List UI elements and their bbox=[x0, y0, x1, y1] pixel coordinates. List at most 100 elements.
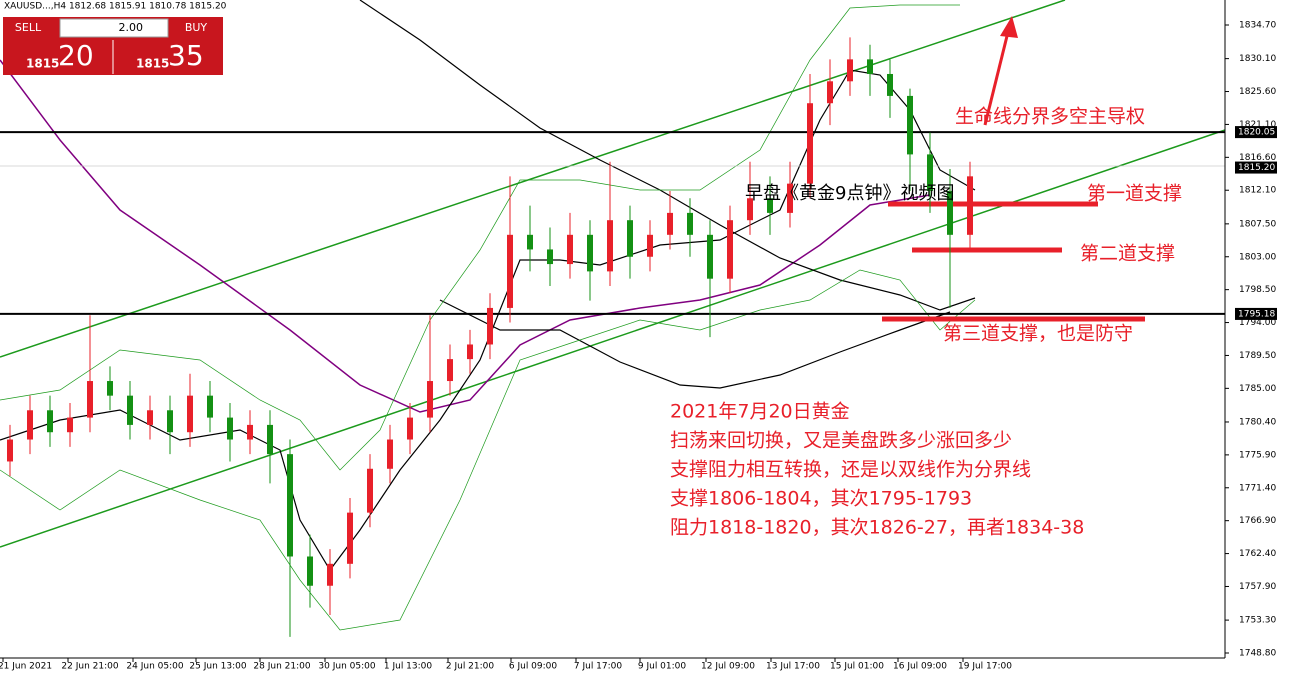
note: 扫荡来回切换，又是美盘跌多少涨回多少 bbox=[670, 430, 1012, 452]
x-tick-label: 15 Jul 01:00 bbox=[830, 662, 884, 672]
x-tick-label: 9 Jul 01:00 bbox=[638, 662, 687, 672]
x-tick-label: 6 Jul 09:00 bbox=[509, 662, 558, 672]
y-tick-label: 1753.30 bbox=[1239, 616, 1276, 626]
y-tick-label: 1785.00 bbox=[1239, 384, 1276, 394]
sell-button[interactable]: SELL bbox=[15, 21, 42, 34]
arrow bbox=[983, 31, 1010, 126]
candle-body bbox=[487, 307, 493, 345]
y-tick-label: 1812.10 bbox=[1239, 186, 1276, 196]
ask-small: 35 bbox=[168, 39, 204, 72]
price-label-bg bbox=[1235, 307, 1277, 320]
candle-body bbox=[187, 395, 193, 433]
x-tick-label: 1 Jul 13:00 bbox=[384, 662, 433, 672]
candle-body bbox=[827, 81, 833, 104]
x-tick-label: 13 Jul 17:00 bbox=[766, 662, 820, 672]
x-tick-label: 7 Jul 17:00 bbox=[574, 662, 623, 672]
candle-body bbox=[287, 454, 293, 557]
bid-big: 1815 bbox=[26, 57, 59, 71]
candle-body bbox=[327, 563, 333, 586]
note: 2021年7月20日黄金 bbox=[670, 401, 850, 423]
annotation: 第三道支撑，也是防守 bbox=[943, 323, 1133, 345]
y-tick-label: 1762.40 bbox=[1239, 549, 1276, 559]
current-price-label: 1815.20 bbox=[1238, 163, 1275, 173]
candle-body bbox=[507, 234, 513, 308]
bollinger-band bbox=[0, 4, 960, 471]
candle-body bbox=[687, 212, 693, 235]
buy-button[interactable]: BUY bbox=[185, 21, 208, 34]
lots[interactable]: 2.00 bbox=[119, 21, 144, 34]
y-tick-label: 1771.40 bbox=[1239, 483, 1276, 493]
candle-body bbox=[47, 410, 53, 433]
y-tick-label: 1794.00 bbox=[1239, 318, 1276, 328]
candle-body bbox=[447, 359, 453, 382]
candle-body bbox=[227, 417, 233, 440]
candle-body bbox=[767, 198, 773, 213]
candle-body bbox=[27, 410, 33, 440]
candle-body bbox=[247, 424, 253, 440]
candle-body bbox=[707, 234, 713, 279]
x-tick-label: 30 Jun 05:00 bbox=[318, 662, 375, 672]
lots-box[interactable] bbox=[59, 18, 169, 38]
candle-body bbox=[887, 73, 893, 96]
candle-body bbox=[307, 556, 313, 586]
arrow-head bbox=[1000, 16, 1018, 38]
trend-line bbox=[0, 0, 1066, 358]
ask-big: 1815 bbox=[136, 57, 169, 71]
x-tick-label: 16 Jul 09:00 bbox=[893, 662, 947, 672]
candle-body bbox=[967, 176, 973, 235]
x-tick-label: 19 Jul 17:00 bbox=[958, 662, 1012, 672]
price-label-bg bbox=[1235, 126, 1277, 139]
candle-body bbox=[907, 95, 913, 155]
candle-body bbox=[587, 234, 593, 272]
x-tick-label: 24 Jun 05:00 bbox=[126, 662, 183, 672]
current-price-bg bbox=[1235, 161, 1277, 174]
candle-body bbox=[387, 439, 393, 469]
candle-body bbox=[207, 395, 213, 418]
candle-body bbox=[787, 183, 793, 213]
candle-body bbox=[927, 154, 933, 191]
y-tick-label: 1789.50 bbox=[1239, 351, 1276, 361]
y-tick-label: 1803.00 bbox=[1239, 252, 1276, 262]
y-tick-label: 1757.90 bbox=[1239, 582, 1276, 592]
candle-body bbox=[107, 381, 113, 396]
note: 阻力1818-1820，其次1826-27，再者1834-38 bbox=[670, 517, 1084, 539]
candle-body bbox=[947, 190, 953, 235]
candle-body bbox=[127, 395, 133, 425]
candle-body bbox=[567, 234, 573, 265]
order-panel: SELL BUY 2.00 1815 20 1815 35 bbox=[3, 17, 223, 75]
price-label: 1795.18 bbox=[1238, 309, 1275, 319]
moving-average bbox=[0, 59, 931, 413]
candle-body bbox=[527, 234, 533, 250]
y-tick-label: 1748.80 bbox=[1239, 649, 1276, 659]
candle-body bbox=[627, 220, 633, 257]
annotation: 早盘《黄金9点钟》视频图 bbox=[745, 183, 954, 204]
trend-line bbox=[0, 129, 1226, 548]
candle-body bbox=[7, 439, 13, 462]
candle-body bbox=[427, 381, 433, 418]
candle-body bbox=[647, 234, 653, 257]
candle-body bbox=[147, 410, 153, 425]
candle-body bbox=[547, 249, 553, 265]
candle-body bbox=[667, 212, 673, 235]
candle-body bbox=[747, 198, 753, 221]
candle-body bbox=[867, 59, 873, 74]
x-tick-label: 22 Jun 21:00 bbox=[61, 662, 118, 672]
y-tick-label: 1825.60 bbox=[1239, 87, 1276, 97]
x-tick-label: 12 Jul 09:00 bbox=[701, 662, 755, 672]
candle-body bbox=[347, 512, 353, 564]
candle-body bbox=[167, 410, 173, 433]
candle-body bbox=[87, 381, 93, 418]
y-tick-label: 1798.50 bbox=[1239, 285, 1276, 295]
note: 支撑阻力相互转换，还是以双线作为分界线 bbox=[670, 459, 1031, 481]
annotation: 第一道支撑 bbox=[1087, 183, 1182, 205]
price-label: 1820.05 bbox=[1238, 128, 1275, 138]
candle-body bbox=[607, 220, 613, 272]
candle-body bbox=[407, 417, 413, 440]
indicators bbox=[0, 0, 1226, 631]
candle-body bbox=[847, 59, 853, 82]
bid-small: 20 bbox=[58, 39, 94, 72]
y-tick-label: 1775.90 bbox=[1239, 450, 1276, 460]
y-tick-label: 1830.10 bbox=[1239, 54, 1276, 64]
